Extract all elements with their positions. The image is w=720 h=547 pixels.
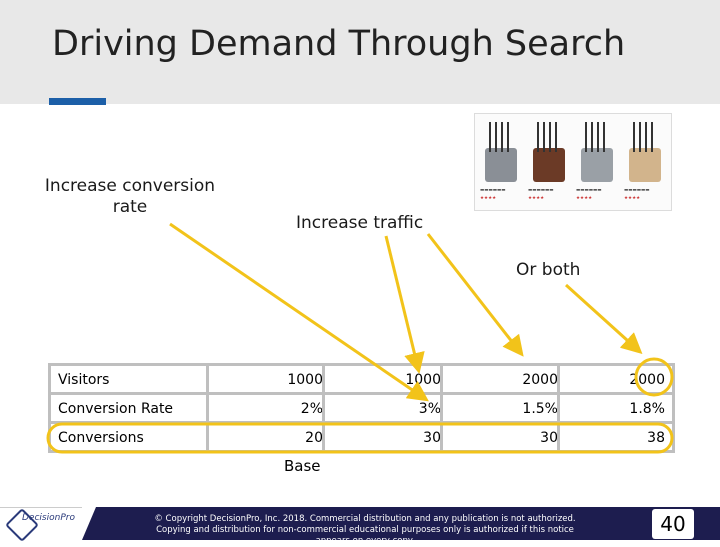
slide-title: Driving Demand Through Search [52, 24, 626, 64]
table-cell: 1.5% [522, 401, 558, 417]
knife-block-product: ▬▬▬▬▬▬ ★★★★ [623, 118, 668, 206]
footer-notch [82, 507, 96, 540]
both-arrow [564, 283, 643, 355]
increase-conversion-label: Increase conversion rate [44, 176, 216, 217]
row-label: Conversions [58, 430, 144, 446]
conversion-arrow [169, 222, 429, 402]
table-cell: 2% [300, 401, 323, 417]
knife-block-product: ▬▬▬▬▬▬ ★★★★ [527, 118, 572, 206]
knife-block-product: ▬▬▬▬▬▬ ★★★★ [575, 118, 620, 206]
footer-logo-text: DecisionPro [22, 513, 75, 523]
table-cell: 2000 [522, 372, 558, 388]
table-cell: 20 [305, 430, 323, 446]
conversions-row-highlight [46, 422, 674, 454]
base-label: Base [284, 457, 321, 475]
copyright-notice: © Copyright DecisionPro, Inc. 2018. Comm… [154, 514, 576, 546]
table-cell: 30 [423, 430, 441, 446]
table-cell: 38 [647, 430, 665, 446]
table-row-conversion-rate: Conversion Rate 2% 3% 1.5% 1.8% [51, 395, 672, 421]
slide-header [0, 0, 720, 104]
footer-bar [82, 507, 720, 540]
table-cell: 1.8% [629, 401, 665, 417]
title-accent-bar [49, 98, 106, 105]
traffic-arrow [384, 235, 425, 374]
knife-block-product: ▬▬▬▬▬▬ ★★★★ [479, 118, 524, 206]
product-thumbnails-image: ▬▬▬▬▬▬ ★★★★ ▬▬▬▬▬▬ ★★★★ ▬▬▬▬▬▬ ★★★★ ▬▬▬▬… [474, 113, 672, 211]
row-label: Visitors [58, 372, 110, 388]
row-label: Conversion Rate [58, 401, 174, 417]
page-number: 40 [652, 509, 694, 539]
footer-logo-area [0, 507, 88, 541]
or-both-label: Or both [516, 260, 581, 280]
traffic-to-2000-arrow [426, 233, 524, 357]
table-cell: 3% [418, 401, 441, 417]
table-row-visitors: Visitors 1000 1000 2000 2000 [51, 366, 672, 392]
table-cell: 1000 [287, 372, 323, 388]
increase-traffic-label: Increase traffic [296, 213, 424, 233]
visitors-2000-highlight [634, 357, 674, 397]
table-row-conversions: Conversions 20 30 30 38 [51, 424, 672, 450]
table-cell: 30 [540, 430, 558, 446]
comparison-table: Visitors 1000 1000 2000 2000 Conversion … [48, 363, 675, 453]
